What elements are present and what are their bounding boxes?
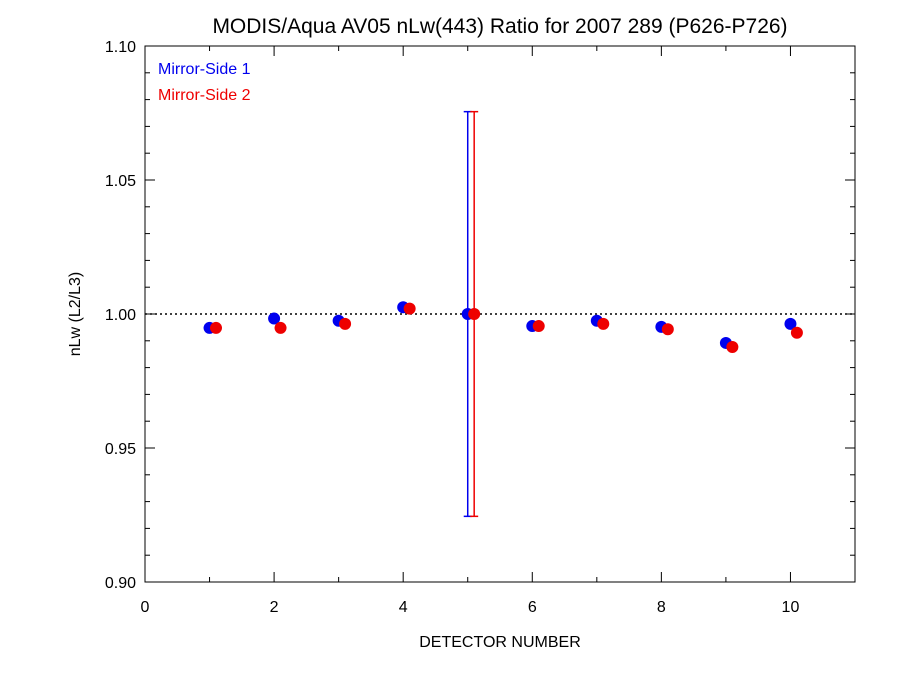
point-mirror-side-2 <box>790 326 803 339</box>
point-mirror-side-1 <box>268 312 281 325</box>
x-tick-labels: 0 2 4 6 8 10 <box>141 599 800 616</box>
point-mirror-side-2 <box>339 317 352 330</box>
x-tick-label: 6 <box>528 599 537 616</box>
x-tick-label: 8 <box>657 599 666 616</box>
y-axis-label: nLw (L2/L3) <box>67 272 84 357</box>
x-tick-label: 2 <box>270 599 279 616</box>
x-tick-label: 10 <box>782 599 800 616</box>
point-mirror-side-2 <box>661 323 674 336</box>
point-mirror-side-2 <box>532 320 545 333</box>
y-tick-labels: 0.90 0.95 1.00 1.05 1.10 <box>105 39 136 592</box>
y-tick-label: 0.95 <box>105 441 136 458</box>
y-tick-label: 1.10 <box>105 39 136 56</box>
x-axis-label: DETECTOR NUMBER <box>419 634 581 651</box>
y-tick-label: 1.05 <box>105 173 136 190</box>
legend: Mirror-Side 1 Mirror-Side 2 <box>158 61 251 104</box>
y-tick-label: 1.00 <box>105 307 136 324</box>
point-mirror-side-2 <box>274 321 287 334</box>
y-tick-label: 0.90 <box>105 575 136 592</box>
point-mirror-side-2 <box>597 317 610 330</box>
legend-entry-2: Mirror-Side 2 <box>158 87 251 104</box>
data-points <box>203 301 803 353</box>
point-mirror-side-2 <box>210 321 222 334</box>
point-mirror-side-1 <box>784 317 797 330</box>
point-mirror-side-2 <box>403 302 416 315</box>
x-tick-label: 0 <box>141 599 150 616</box>
x-tick-label: 4 <box>399 599 408 616</box>
point-mirror-side-2 <box>726 340 739 353</box>
point-mirror-side-2 <box>468 308 481 320</box>
chart-title: MODIS/Aqua AV05 nLw(443) Ratio for 2007 … <box>212 15 787 38</box>
legend-entry-1: Mirror-Side 1 <box>158 61 251 78</box>
